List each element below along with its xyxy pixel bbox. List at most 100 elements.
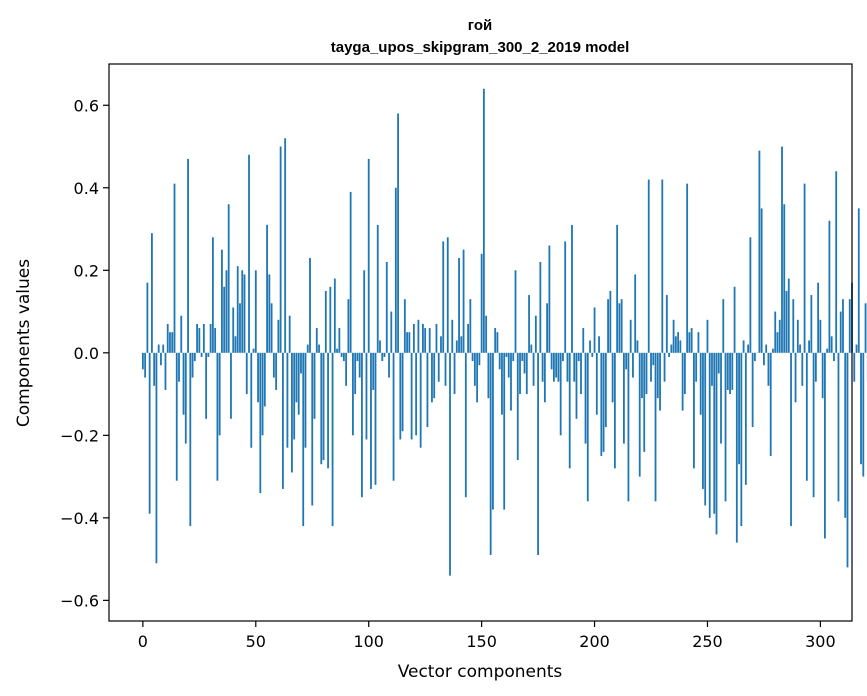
bar-288	[792, 299, 795, 353]
x-tick-label: 150	[466, 632, 497, 651]
bar-135	[446, 237, 449, 353]
bar-169	[523, 352, 526, 374]
bar-58	[272, 352, 275, 378]
bar-236	[674, 336, 677, 353]
bar-46	[245, 352, 248, 395]
bar-229	[659, 352, 661, 411]
bar-74	[309, 257, 311, 353]
bar-312	[846, 352, 849, 568]
bar-171	[528, 295, 530, 353]
bar-68	[295, 352, 298, 403]
bar-157	[496, 332, 499, 353]
bar-38	[227, 204, 230, 353]
bar-235	[672, 319, 675, 353]
bar-283	[781, 146, 783, 353]
bar-9	[162, 344, 165, 353]
bar-29	[207, 352, 210, 357]
bar-115	[401, 352, 404, 432]
x-tick-label: 250	[692, 632, 723, 651]
bar-151	[482, 88, 485, 353]
bar-148	[476, 352, 479, 403]
bar-47	[248, 154, 250, 353]
bar-37	[225, 270, 228, 353]
bar-240	[683, 352, 686, 395]
x-tick-label: 300	[805, 632, 836, 651]
bar-303	[826, 348, 829, 353]
bar-11	[166, 323, 169, 353]
bar-63	[284, 138, 287, 353]
bar-117	[406, 332, 409, 353]
bar-60	[277, 319, 280, 353]
bar-260	[729, 352, 731, 395]
bar-85	[333, 278, 336, 353]
bar-65	[288, 315, 291, 353]
bar-142	[462, 249, 465, 353]
bar-221	[641, 352, 643, 399]
bar-123	[419, 352, 422, 448]
bar-101	[370, 352, 372, 489]
bar-18	[182, 352, 185, 415]
bar-213	[623, 352, 625, 444]
bar-6	[155, 352, 158, 564]
y-tick-label: −0.4	[60, 509, 99, 528]
bar-285	[785, 290, 788, 353]
bar-231	[663, 352, 666, 382]
bar-129	[433, 352, 436, 399]
bar-188	[566, 352, 569, 382]
bar-54	[263, 352, 266, 407]
bar-113	[397, 113, 399, 353]
bar-5	[153, 352, 156, 386]
y-tick-label: 0.2	[74, 261, 99, 280]
bar-72	[304, 352, 307, 448]
bar-262	[733, 286, 736, 353]
bar-180	[548, 245, 551, 353]
bar-296	[810, 295, 813, 353]
bar-73	[306, 344, 309, 353]
bar-90	[345, 352, 348, 386]
bar-62	[281, 352, 284, 489]
bar-76	[313, 352, 316, 419]
bar-207	[609, 290, 612, 353]
bar-270	[751, 352, 754, 428]
bar-75	[311, 352, 314, 506]
bar-268	[747, 344, 750, 353]
y-tick-label: 0.0	[74, 344, 99, 363]
bar-50	[254, 270, 257, 353]
bar-298	[814, 352, 817, 382]
bar-149	[478, 352, 481, 366]
bar-31	[211, 237, 214, 353]
bar-168	[521, 352, 524, 362]
bar-173	[532, 352, 535, 386]
bar-66	[291, 352, 293, 473]
bar-289	[794, 352, 797, 403]
bar-41	[234, 336, 237, 353]
bar-179	[546, 303, 549, 353]
bar-79	[320, 352, 323, 465]
bar-299	[817, 282, 820, 353]
bar-290	[796, 319, 799, 353]
bar-22	[191, 352, 194, 378]
bar-214	[625, 352, 628, 370]
bar-263	[735, 352, 738, 543]
bar-211	[618, 303, 621, 353]
bar-167	[519, 352, 521, 395]
y-tick-label: −0.2	[60, 426, 99, 445]
bar-218	[634, 274, 637, 353]
bar-252	[711, 352, 713, 386]
bar-80	[322, 352, 325, 461]
bar-121	[415, 352, 418, 436]
bar-30	[209, 323, 212, 353]
bar-52	[259, 352, 262, 494]
bar-10	[164, 352, 167, 390]
bar-84	[331, 352, 334, 527]
bar-23	[193, 352, 196, 362]
bar-105	[379, 340, 381, 353]
bar-128	[431, 352, 433, 403]
bar-144	[467, 323, 469, 353]
bar-258	[724, 352, 727, 502]
bar-291	[799, 344, 801, 353]
bar-106	[381, 352, 384, 362]
bar-297	[812, 352, 815, 498]
bar-198	[589, 340, 591, 353]
bar-305	[830, 336, 833, 353]
